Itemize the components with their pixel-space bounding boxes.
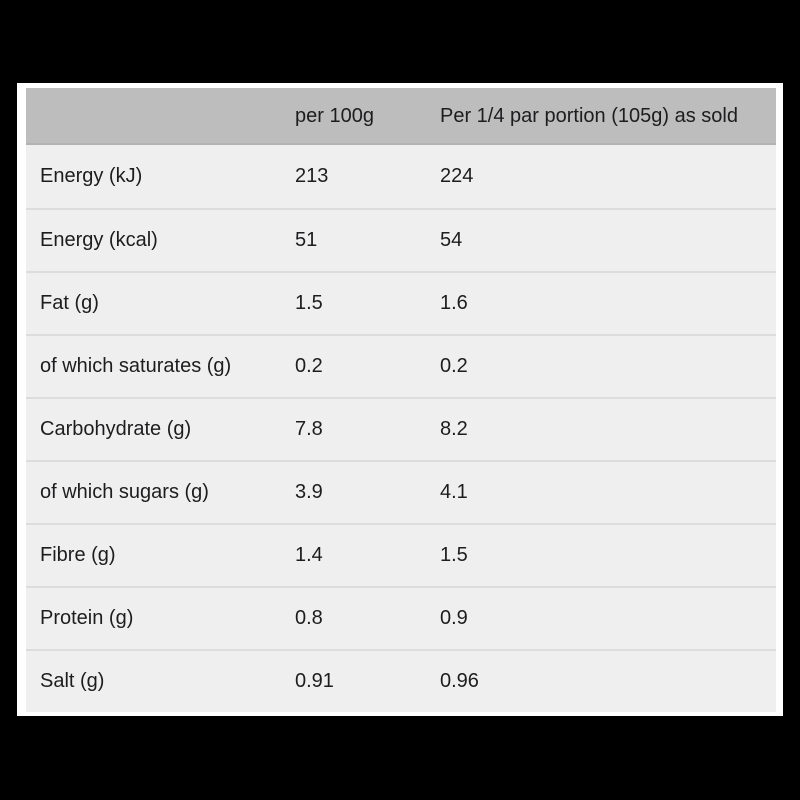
nutrient-label: Carbohydrate (g): [40, 418, 192, 440]
table-row: Energy (kcal) 51 54: [26, 208, 776, 271]
nutrient-label: Fat (g): [40, 292, 99, 314]
value-per-portion: 0.9: [440, 607, 468, 629]
value-per-100g: 1.5: [295, 292, 323, 314]
value-per-100g: 1.4: [295, 544, 323, 566]
value-per-100g: 0.91: [295, 670, 334, 692]
table-row: Protein (g) 0.8 0.9: [26, 586, 776, 649]
value-per-portion: 4.1: [440, 481, 468, 503]
nutrient-label: Fibre (g): [40, 544, 116, 566]
value-per-100g: 213: [295, 165, 329, 187]
table-row: Fibre (g) 1.4 1.5: [26, 523, 776, 586]
nutrition-panel: per 100g Per 1/4 par portion (105g) as s…: [17, 83, 783, 716]
value-per-portion: 224: [440, 165, 474, 187]
value-per-portion: 8.2: [440, 418, 468, 440]
value-per-100g: 0.2: [295, 355, 323, 377]
table-header-row: per 100g Per 1/4 par portion (105g) as s…: [26, 88, 776, 145]
value-per-100g: 0.8: [295, 607, 323, 629]
table-row: of which saturates (g) 0.2 0.2: [26, 334, 776, 397]
nutrient-label: Protein (g): [40, 607, 134, 629]
value-per-portion: 1.5: [440, 544, 468, 566]
nutrition-table: per 100g Per 1/4 par portion (105g) as s…: [26, 88, 776, 713]
table-row: Carbohydrate (g) 7.8 8.2: [26, 397, 776, 460]
header-per-100g: per 100g: [295, 105, 374, 127]
value-per-100g: 7.8: [295, 418, 323, 440]
header-per-portion: Per 1/4 par portion (105g) as sold: [440, 105, 738, 127]
value-per-portion: 0.2: [440, 355, 468, 377]
value-per-portion: 0.96: [440, 670, 479, 692]
value-per-portion: 1.6: [440, 292, 468, 314]
value-per-100g: 3.9: [295, 481, 323, 503]
table-row: Salt (g) 0.91 0.96: [26, 649, 776, 712]
table-row: of which sugars (g) 3.9 4.1: [26, 460, 776, 523]
table-row: Energy (kJ) 213 224: [26, 145, 776, 208]
value-per-portion: 54: [440, 229, 463, 251]
nutrient-label: of which sugars (g): [40, 481, 209, 503]
nutrient-label: Energy (kcal): [40, 229, 158, 251]
table-body: Energy (kJ) 213 224 Energy (kcal) 51 54 …: [26, 145, 776, 712]
table-row: Fat (g) 1.5 1.6: [26, 271, 776, 334]
value-per-100g: 51: [295, 229, 318, 251]
nutrient-label: Salt (g): [40, 670, 105, 692]
nutrient-label: Energy (kJ): [40, 165, 143, 187]
nutrient-label: of which saturates (g): [40, 355, 232, 377]
